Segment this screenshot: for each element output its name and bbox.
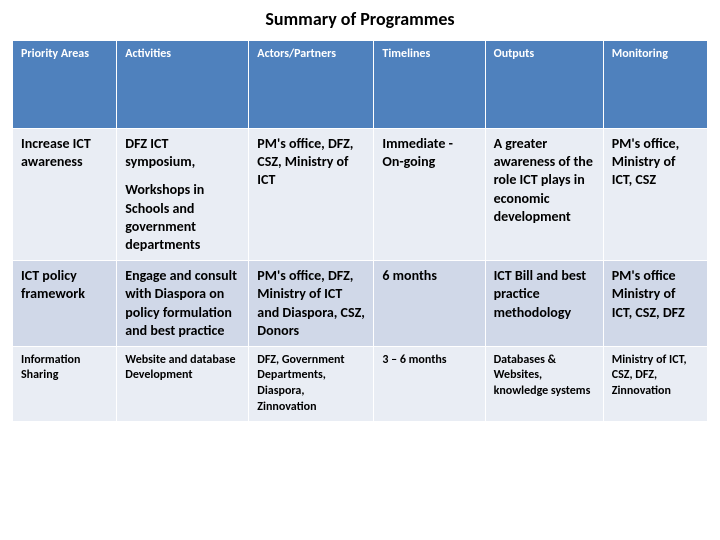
table-cell: ICT Bill and best practice methodology (485, 261, 603, 347)
table-cell: A greater awareness of the role ICT play… (485, 129, 603, 261)
table-row: Information SharingWebsite and database … (13, 346, 708, 421)
table-header-cell: Actors/Partners (249, 41, 374, 129)
table-header-cell: Activities (117, 41, 249, 129)
programmes-table: Priority AreasActivitiesActors/PartnersT… (12, 40, 708, 422)
table-header-cell: Priority Areas (13, 41, 117, 129)
table-cell: PM's office Ministry of ICT, CSZ, DFZ (603, 261, 707, 347)
table-cell: Databases & Websites, knowledge systems (485, 346, 603, 421)
table-cell: PM's office, Ministry of ICT, CSZ (603, 129, 707, 261)
table-cell: Information Sharing (13, 346, 117, 421)
table-cell: Website and database Development (117, 346, 249, 421)
table-cell: ICT policy framework (13, 261, 117, 347)
table-row: Increase ICT awarenessDFZ ICT symposium,… (13, 129, 708, 261)
table-cell: DFZ ICT symposium,Workshops in Schools a… (117, 129, 249, 261)
table-cell: Increase ICT awareness (13, 129, 117, 261)
table-header-row: Priority AreasActivitiesActors/PartnersT… (13, 41, 708, 129)
table-header-cell: Outputs (485, 41, 603, 129)
table-cell: PM's office, DFZ, CSZ, Ministry of ICT (249, 129, 374, 261)
table-row: ICT policy frameworkEngage and consult w… (13, 261, 708, 347)
table-cell: Ministry of ICT, CSZ, DFZ, Zinnovation (603, 346, 707, 421)
table-cell: DFZ, Government Departments, Diaspora, Z… (249, 346, 374, 421)
table-cell: 6 months (374, 261, 485, 347)
table-cell: Immediate - On-going (374, 129, 485, 261)
table-cell: PM's office, DFZ, Ministry of ICT and Di… (249, 261, 374, 347)
table-cell: Engage and consult with Diaspora on poli… (117, 261, 249, 347)
table-header-cell: Monitoring (603, 41, 707, 129)
page-title: Summary of Programmes (12, 8, 708, 30)
table-header-cell: Timelines (374, 41, 485, 129)
table-cell: 3 – 6 months (374, 346, 485, 421)
